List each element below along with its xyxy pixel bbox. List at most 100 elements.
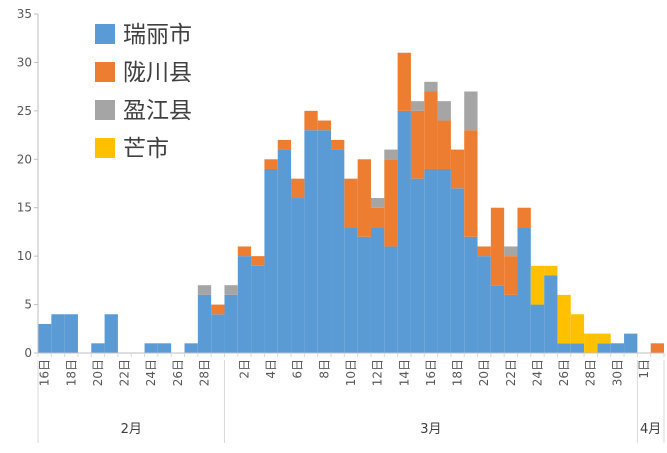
legend-swatch <box>95 24 115 44</box>
x-tick-label: 20日 <box>477 359 491 386</box>
x-tick-label: 1日 <box>637 359 651 379</box>
bar-segment <box>291 198 305 353</box>
bar-segment <box>517 227 531 353</box>
bar-segment <box>544 265 558 276</box>
bars <box>38 52 664 353</box>
y-tick-label: 0 <box>24 346 32 360</box>
bar-segment <box>530 304 545 353</box>
x-tick-label: 10日 <box>344 359 358 386</box>
bar-segment <box>317 130 332 353</box>
bar-segment <box>517 207 531 228</box>
x-tick-label: 28日 <box>197 359 211 386</box>
bar-segment <box>237 256 252 353</box>
bar-segment <box>410 101 425 111</box>
bar-segment <box>357 236 371 353</box>
x-tick-label: 20日 <box>91 359 105 386</box>
x-tick-label: 24日 <box>144 359 158 386</box>
bar-segment <box>251 265 265 353</box>
bar-segment <box>91 343 105 353</box>
legend-swatch <box>95 138 115 158</box>
bar-segment <box>317 120 332 131</box>
bar-segment <box>464 236 478 353</box>
y-tick-label: 20 <box>17 152 32 166</box>
bar-segment <box>464 130 478 237</box>
month-label: 3月 <box>420 422 441 437</box>
axes: 0 5 10 15 20 25 30 35 16日 18日 20日 22日 24日 26日 28日 2日 4日 6… <box>17 7 665 443</box>
bar-segment <box>224 285 238 295</box>
bar-segment <box>251 256 265 266</box>
bar-segment <box>304 130 318 353</box>
bar-segment <box>277 139 292 150</box>
bar-segment <box>450 149 465 189</box>
x-tick-label: 2日 <box>237 359 251 379</box>
bar-segment <box>490 207 505 286</box>
x-tick-label: 16日 <box>424 359 438 386</box>
x-tick-label: 16日 <box>38 359 52 386</box>
y-tick-label: 15 <box>17 201 32 215</box>
bar-segment <box>410 178 425 353</box>
bar-segment <box>397 110 411 353</box>
bar-segment <box>357 159 371 237</box>
bar-segment <box>197 285 212 295</box>
bar-segment <box>277 149 292 353</box>
bar-segment <box>477 246 491 257</box>
bar-segment <box>504 246 518 257</box>
bar-segment <box>224 294 238 353</box>
legend-label: 陇川县 <box>123 60 192 86</box>
bar-segment <box>504 294 518 353</box>
bar-segment <box>38 323 52 353</box>
x-tick-label: 12日 <box>371 359 385 386</box>
bar-segment <box>424 91 438 169</box>
bar-segment <box>344 227 358 353</box>
bar-segment <box>437 120 451 169</box>
bar-segment <box>144 343 158 353</box>
x-tick-label: 22日 <box>118 359 132 386</box>
bar-segment <box>344 178 358 228</box>
legend-swatch <box>95 100 115 120</box>
bar-segment <box>557 343 571 353</box>
y-tick-label: 5 <box>24 298 32 312</box>
y-tick-label: 25 <box>17 104 32 118</box>
bar-segment <box>384 246 398 353</box>
bar-segment <box>264 159 278 169</box>
x-tick-label: 28日 <box>584 359 598 386</box>
bar-segment <box>464 91 478 131</box>
month-label: 2月 <box>121 422 142 437</box>
x-tick-label: 18日 <box>451 359 465 386</box>
x-tick-label: 26日 <box>171 359 185 386</box>
bar-segment <box>291 178 305 199</box>
y-tick-label: 10 <box>17 249 32 263</box>
bar-segment <box>384 149 398 160</box>
bar-segment <box>504 256 518 295</box>
bar-segment <box>437 168 451 353</box>
bar-segment <box>584 333 598 353</box>
bar-segment <box>237 246 252 257</box>
bar-segment <box>370 198 385 208</box>
bar-segment <box>570 314 585 344</box>
bar-segment <box>264 168 278 353</box>
bar-segment <box>610 343 625 353</box>
bar-segment <box>211 304 225 315</box>
legend-swatch <box>95 62 115 82</box>
bar-segment <box>597 333 611 344</box>
legend-label: 芒市 <box>123 136 169 162</box>
bar-segment <box>544 275 558 353</box>
x-tick-label: 26日 <box>557 359 571 386</box>
bar-segment <box>104 314 118 353</box>
bar-segment <box>157 343 172 353</box>
month-label: 4月 <box>640 422 661 437</box>
legend-label: 盈江县 <box>123 98 192 124</box>
x-tick-label: 22日 <box>504 359 518 386</box>
bar-segment <box>570 343 585 353</box>
bar-segment <box>384 159 398 247</box>
legend-label: 瑞丽市 <box>123 22 192 48</box>
x-tick-label: 30日 <box>610 359 624 386</box>
bar-segment <box>650 343 664 353</box>
y-tick-label: 30 <box>17 55 32 69</box>
bar-segment <box>410 110 425 179</box>
bar-segment <box>490 285 505 353</box>
x-tick-label: 6日 <box>291 359 305 379</box>
y-tick-label: 35 <box>17 7 32 21</box>
